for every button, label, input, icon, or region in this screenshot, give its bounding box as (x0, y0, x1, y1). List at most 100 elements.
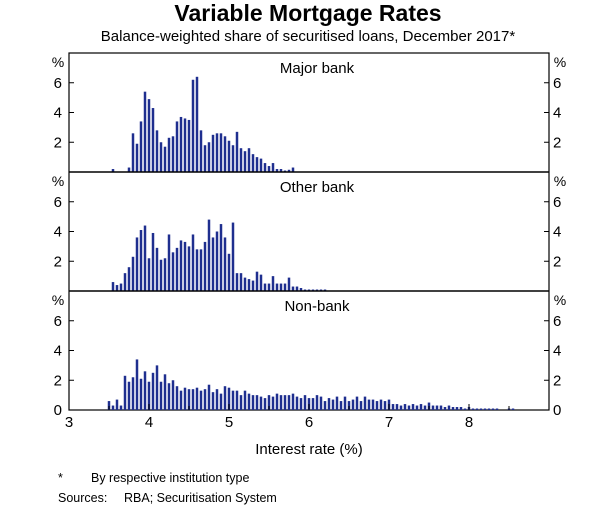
x-tick-label: 7 (385, 414, 393, 431)
bar (163, 146, 167, 172)
bar (151, 232, 155, 291)
bar (219, 393, 223, 410)
bar (311, 398, 315, 410)
bar (155, 365, 159, 411)
sources-label: Sources: (58, 491, 108, 505)
bar (191, 79, 195, 172)
bar (115, 285, 119, 291)
bar (175, 247, 179, 291)
bar (247, 393, 251, 410)
bar (147, 258, 151, 291)
bar (159, 142, 163, 172)
bar (371, 399, 375, 410)
y-unit-label-right: % (554, 292, 566, 308)
bar (175, 121, 179, 172)
bar (207, 142, 211, 172)
bar (511, 408, 515, 410)
bar (271, 276, 275, 292)
bar (255, 395, 259, 411)
bar (211, 134, 215, 172)
bar (247, 148, 251, 172)
bar (147, 381, 151, 410)
bar (275, 169, 279, 172)
y-tick-label-right: 2 (553, 134, 561, 151)
bar (123, 273, 127, 291)
bar (255, 157, 259, 173)
y-tick-label-left: 2 (54, 253, 62, 270)
bar (215, 389, 219, 410)
bar (315, 395, 319, 411)
bar (207, 384, 211, 410)
bar (167, 234, 171, 291)
bar (339, 401, 343, 410)
bar (399, 405, 403, 410)
bar (283, 283, 287, 291)
bar (155, 247, 159, 291)
bar (291, 393, 295, 410)
bar (259, 396, 263, 410)
bar (247, 279, 251, 291)
bar (203, 145, 207, 172)
bar (199, 390, 203, 410)
y-tick-label-right: 0 (553, 402, 561, 419)
footnote-mark: * (58, 471, 63, 485)
bar (123, 375, 127, 410)
chart-subtitle: Balance-weighted share of securitised lo… (100, 28, 516, 45)
bar (443, 407, 447, 410)
bar (419, 404, 423, 410)
bar (115, 399, 119, 410)
bar (239, 273, 243, 291)
bar (415, 405, 419, 410)
bar (195, 76, 199, 172)
bar (195, 249, 199, 291)
bar (119, 283, 123, 291)
y-tick-label-left: 2 (54, 134, 62, 151)
bar (111, 405, 115, 410)
bar (479, 408, 483, 410)
bar (171, 380, 175, 410)
bar (179, 240, 183, 291)
bar (235, 390, 239, 410)
bar (187, 246, 191, 292)
bar (203, 241, 207, 291)
bar (155, 130, 159, 172)
bar (287, 395, 291, 411)
bar (231, 390, 235, 410)
bar (207, 219, 211, 291)
bar (459, 407, 463, 410)
bar (223, 136, 227, 172)
bar (267, 395, 271, 411)
y-tick-label-right: 4 (553, 105, 561, 122)
bar (231, 222, 235, 291)
bar (235, 273, 239, 291)
bar (199, 249, 203, 291)
bar (335, 396, 339, 410)
bar (403, 404, 407, 410)
bar (435, 405, 439, 410)
bar (263, 398, 267, 410)
y-tick-label-left: 0 (54, 402, 62, 419)
bar (191, 234, 195, 291)
bar (279, 169, 283, 172)
bar (219, 133, 223, 172)
bar (143, 225, 147, 291)
y-tick-label-right: 2 (553, 372, 561, 389)
panel-title: Major bank (280, 60, 355, 77)
bar (179, 390, 183, 410)
bar (299, 288, 303, 291)
bar (131, 256, 135, 291)
bar (211, 392, 215, 410)
bar (291, 167, 295, 172)
bar (127, 167, 131, 172)
bar (275, 283, 279, 291)
bar (143, 371, 147, 410)
bar (127, 381, 131, 410)
bar (267, 166, 271, 172)
y-unit-label-left: % (52, 173, 64, 189)
bar (171, 252, 175, 291)
bar (159, 259, 163, 291)
bar (167, 137, 171, 172)
bar (431, 405, 435, 410)
bar (359, 401, 363, 410)
bar (199, 130, 203, 172)
